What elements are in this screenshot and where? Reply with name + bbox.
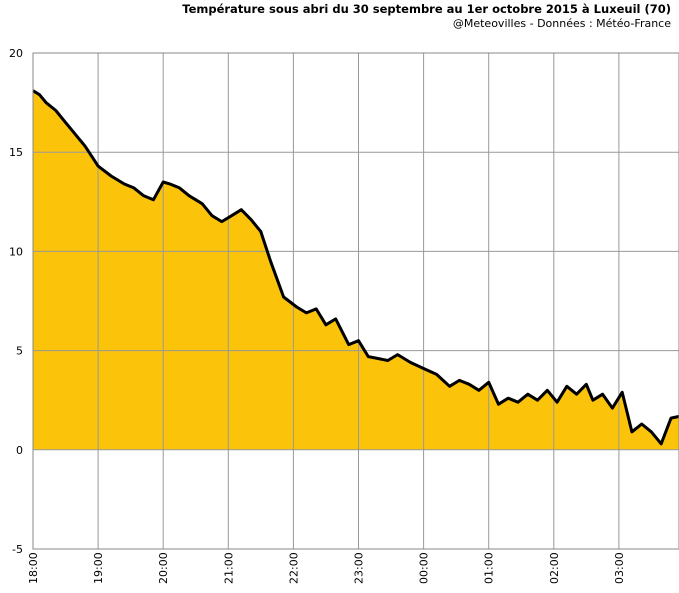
- y-tick-label: -5: [12, 543, 23, 556]
- x-tick-label: 21:00: [222, 552, 235, 584]
- x-tick-label: 03:00: [613, 552, 626, 584]
- plot-border: [32, 52, 679, 550]
- x-tick-label: 02:00: [548, 552, 561, 584]
- y-tick-label: 10: [9, 245, 23, 258]
- y-tick-label: 20: [9, 47, 23, 60]
- y-tick-label: 0: [16, 444, 23, 457]
- y-tick-label: 15: [9, 146, 23, 159]
- chart-subtitle: @Meteovilles - Données : Météo-France: [452, 17, 671, 30]
- x-tick-label: 01:00: [483, 552, 496, 584]
- x-tick-label: 23:00: [353, 552, 366, 584]
- temperature-line: [32, 89, 679, 446]
- x-tick-label: 00:00: [418, 552, 431, 584]
- temperature-area: [33, 90, 679, 450]
- x-tick-label: 18:00: [27, 552, 40, 584]
- x-tick-label: 22:00: [287, 552, 300, 584]
- chart-title: Température sous abri du 30 septembre au…: [182, 2, 671, 16]
- x-tick-label: 19:00: [92, 552, 105, 584]
- x-tick-label: 20:00: [157, 552, 170, 584]
- y-tick-label: 5: [16, 345, 23, 358]
